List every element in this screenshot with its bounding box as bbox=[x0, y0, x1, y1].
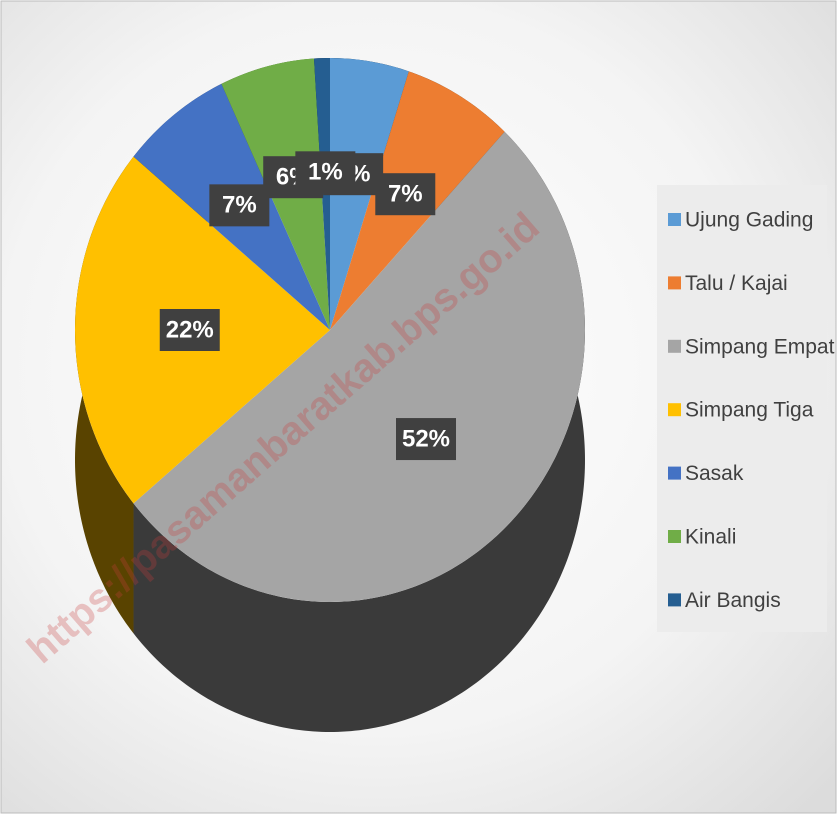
legend: Ujung Gading Talu / Kajai Simpang Empat Sim… bbox=[668, 209, 835, 612]
legend-swatch bbox=[668, 339, 681, 353]
data-label-text: 7% bbox=[222, 192, 257, 219]
data-label: 22% bbox=[159, 309, 220, 351]
legend-label: Sasak bbox=[685, 462, 744, 485]
slice-side bbox=[133, 131, 585, 732]
legend-label: Ujung Gading bbox=[685, 209, 813, 232]
data-label-box bbox=[159, 309, 220, 351]
data-label: 7% bbox=[209, 184, 270, 227]
data-label: 1% bbox=[295, 151, 356, 194]
legend-swatch bbox=[668, 276, 681, 290]
legend-label: Talu / Kajai bbox=[685, 272, 788, 295]
data-label-box bbox=[375, 173, 436, 216]
data-label: 7% bbox=[375, 173, 436, 216]
legend-swatch bbox=[668, 593, 681, 607]
data-label-box bbox=[295, 151, 356, 194]
legend-swatch bbox=[668, 403, 681, 417]
legend-swatch bbox=[668, 466, 681, 480]
legend-label: Simpang Empat bbox=[685, 335, 835, 358]
legend-box bbox=[657, 185, 827, 632]
data-label-text: 1% bbox=[308, 159, 343, 186]
data-label-text: 52% bbox=[402, 425, 450, 452]
data-label-box bbox=[396, 418, 457, 461]
legend-swatch bbox=[668, 530, 681, 543]
data-label-box bbox=[209, 184, 270, 227]
legend-label: Simpang Tiga bbox=[685, 399, 814, 422]
data-labels: 5%7%52%22%7%6%1% bbox=[159, 151, 457, 461]
data-label: 52% bbox=[396, 418, 457, 461]
data-label-text: 22% bbox=[166, 316, 214, 343]
data-label-text: 7% bbox=[388, 181, 423, 208]
legend-swatch bbox=[668, 213, 681, 226]
slice bbox=[133, 131, 585, 602]
legend-label: Kinali bbox=[685, 526, 736, 549]
pie-top bbox=[74, 58, 585, 602]
legend-label: Air Bangis bbox=[685, 589, 781, 612]
